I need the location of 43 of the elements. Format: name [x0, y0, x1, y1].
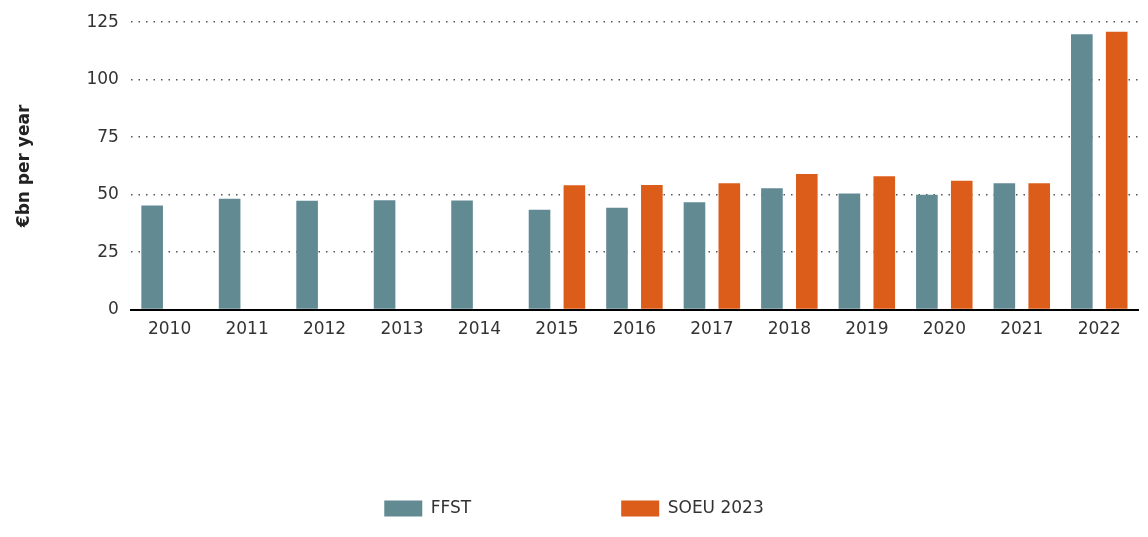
legend-label: SOEU 2023 [667, 496, 764, 517]
bar [373, 200, 396, 309]
x-tick-label: 2018 [767, 318, 811, 339]
bar [795, 173, 818, 309]
x-tick-label: 2010 [147, 318, 192, 339]
bar [838, 193, 861, 309]
bar [451, 200, 473, 309]
bar [718, 183, 741, 309]
x-tick-label: 2021 [1000, 318, 1044, 339]
x-tick-label: 2014 [457, 318, 502, 339]
bar [218, 198, 241, 309]
bar [141, 205, 163, 309]
y-tick-label: 50 [97, 183, 119, 204]
y-tick-label: 25 [97, 240, 119, 261]
bar [296, 200, 318, 309]
bar [1105, 31, 1128, 309]
bar [641, 184, 663, 309]
y-tick-label: 0 [108, 298, 119, 319]
bar [683, 202, 706, 309]
y-tick-label: 75 [97, 125, 119, 146]
bar [873, 176, 896, 309]
legend-label: FFST [430, 496, 472, 517]
bar [761, 188, 783, 309]
bar [993, 183, 1016, 309]
x-tick-label: 2020 [922, 318, 966, 339]
x-tick-label: 2015 [535, 318, 579, 339]
y-tick-label: 100 [86, 68, 119, 89]
x-tick-label: 2017 [690, 318, 734, 339]
bar [563, 185, 586, 309]
bar [528, 209, 551, 309]
x-tick-label: 2011 [225, 318, 269, 339]
y-tick-label: 125 [86, 10, 119, 31]
bar [1028, 183, 1051, 309]
bar [916, 194, 938, 309]
bar [1071, 34, 1093, 309]
x-tick-label: 2012 [302, 318, 347, 339]
bar [606, 207, 628, 309]
x-tick-label: 2019 [845, 318, 889, 339]
bar [950, 180, 973, 309]
x-tick-label: 2022 [1077, 318, 1121, 339]
y-axis-title: €bn per year [12, 104, 33, 229]
x-tick-label: 2013 [380, 318, 424, 339]
x-tick-label: 2016 [612, 318, 657, 339]
